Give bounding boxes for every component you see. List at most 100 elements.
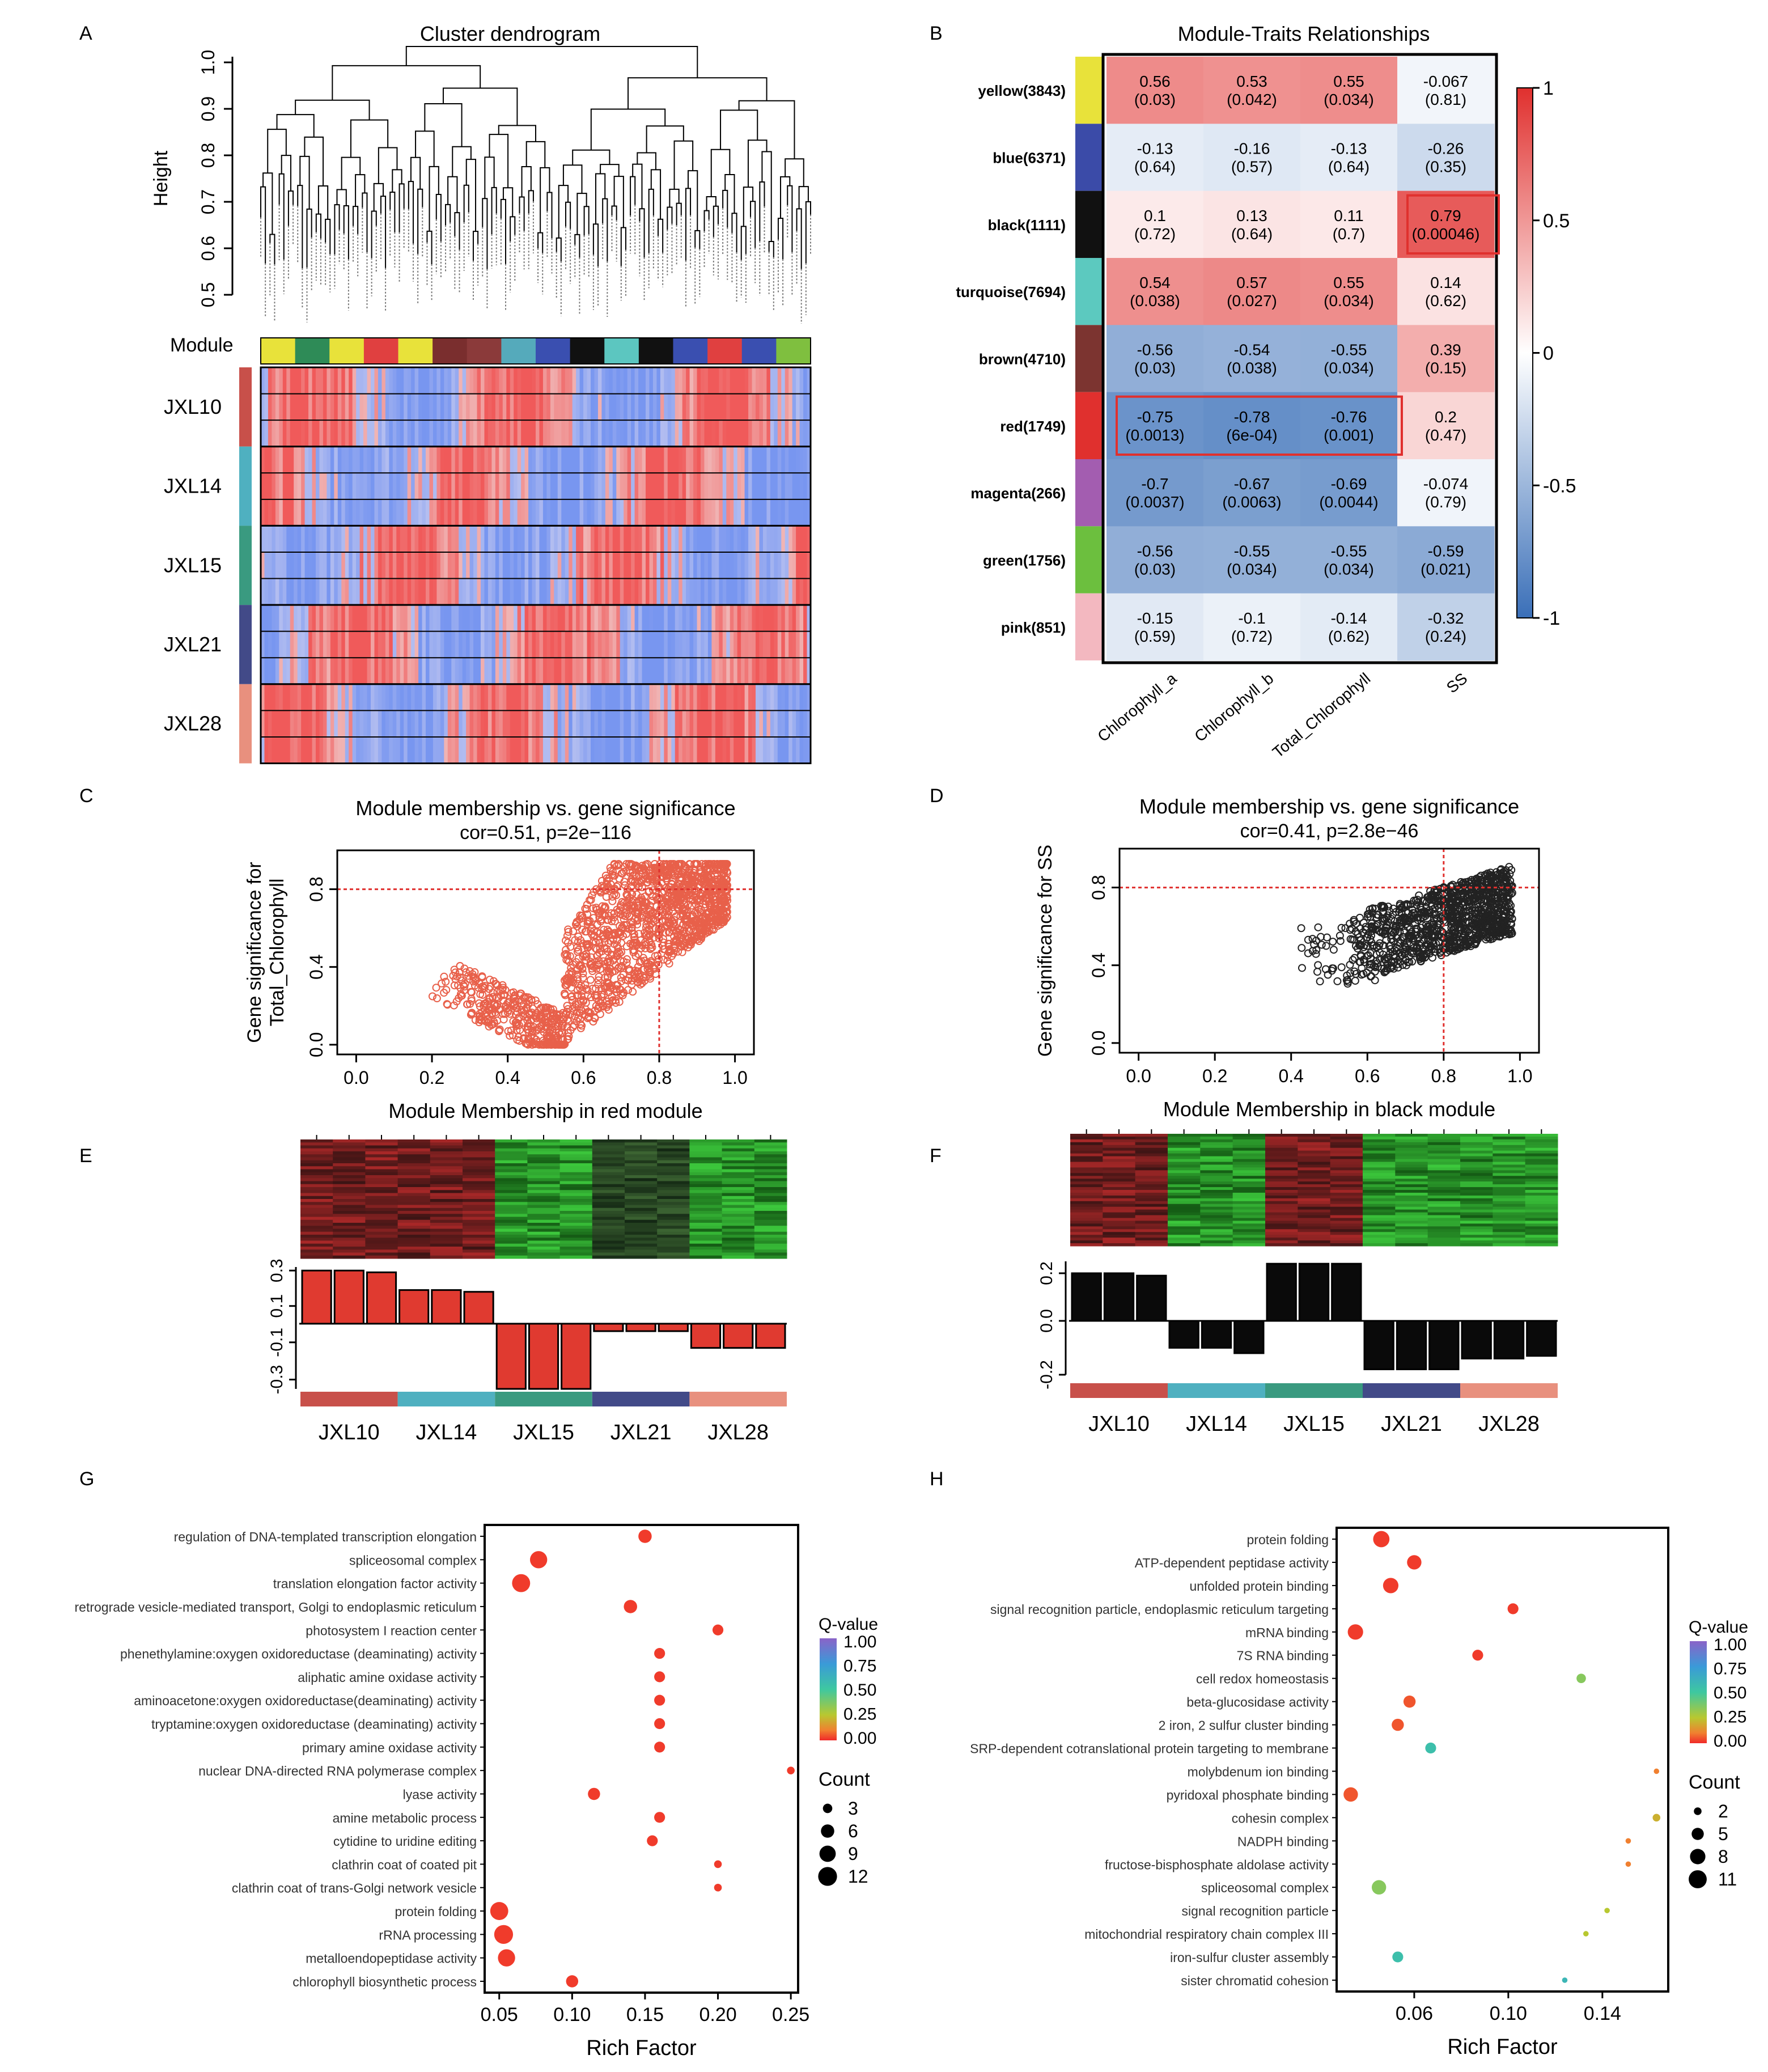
cell-value: -0.56 [1137,341,1173,359]
heatmap-cell [701,393,705,421]
scatter-point [660,945,669,954]
heatmap-cell [389,526,393,552]
heatmap-cell [734,446,738,473]
heatmap-cell [422,446,426,473]
heatmap-cell [297,473,302,499]
heatmap-cell [440,499,444,526]
heatmap-cell [539,710,544,737]
heatmap-cell [679,526,683,552]
heatmap-cell [411,420,415,447]
heatmap-cell [436,605,441,632]
heatmap-cell [576,420,580,447]
heatmap-cell [799,367,804,394]
scatter-point [440,972,448,981]
cell-pvalue: (0.03) [1134,359,1176,377]
heatmap-cell [707,710,712,737]
heatmap-cell [308,446,313,473]
dendrogram-branch [373,183,384,211]
heatmap-cell [788,658,793,684]
heatmap-cell [807,684,811,711]
heatmap-cell [345,446,349,473]
heatmap-cell [539,367,544,394]
heatmap-cell [345,631,349,658]
heatmap-cell [770,446,774,473]
heatmap-cell [704,552,709,579]
heatmap-cell [367,526,371,552]
scatter-point [607,867,615,875]
dendrogram-branch [510,216,516,241]
heatmap-cell [774,420,778,447]
heatmap-cell [741,684,745,711]
heatmap-cell [462,710,467,737]
heatmap-cell [301,552,306,579]
dendrogram-branch [325,218,331,255]
heatmap-cell [697,393,701,421]
scatter-point [442,977,450,986]
heatmap-cell [627,710,631,737]
dendrogram-branch [639,208,645,258]
cell-value: -0.67 [1234,475,1270,493]
heatmap-cell [389,499,393,526]
heatmap-cell [664,393,668,421]
heatmap-cell [319,393,324,421]
heatmap-cell [440,658,444,684]
heatmap-cell [693,736,698,764]
heatmap-cell [334,393,338,421]
heatmap-cell [579,710,584,737]
scatter-point [704,860,713,868]
heatmap-cell [796,605,800,632]
heatmap-cell [389,578,393,605]
heatmap-cell [748,499,753,526]
dendrogram-branch [600,164,620,177]
heatmap-cell [649,605,654,632]
heatmap-cell [587,578,591,605]
heatmap-cell [646,526,650,552]
heatmap-cell [576,578,580,605]
heatmap-cell [569,736,573,764]
dendrogram-branch [484,156,495,199]
heatmap-cell [682,710,686,737]
cell-value: -0.067 [1423,73,1468,90]
scatter-point [677,930,685,939]
heatmap-cell [539,446,544,473]
heatmap-cell [286,578,291,605]
heatmap-cell [656,526,661,552]
heatmap-cell [282,446,287,473]
heatmap-cell [392,367,397,394]
heatmap-cell [444,684,448,711]
heatmap-cell [594,473,599,499]
heatmap-cell [286,526,291,552]
scatter-point [589,1018,597,1026]
heatmap-cell [759,658,764,684]
dendrogram-branch [336,189,347,206]
heatmap-cell [799,710,804,737]
heatmap-cell [517,631,522,658]
heatmap-cell [741,499,745,526]
heatmap-cell [693,658,698,684]
heatmap-cell [404,658,408,684]
heatmap-cell [524,605,529,632]
scatter-point [468,970,477,978]
heatmap-cell [290,578,294,605]
heatmap-cell [444,393,448,421]
dendrogram-branch [687,170,698,231]
cell-value: 0.55 [1333,73,1364,90]
heatmap-cell [579,605,584,632]
heatmap-cell [400,420,404,447]
heatmap-cell [473,499,478,526]
heatmap-cell [414,367,419,394]
heatmap-cell [616,710,621,737]
row-label: yellow(3843) [978,82,1066,99]
heatmap-cell [528,367,533,394]
heatmap-cell [294,736,298,764]
heatmap-cell [638,631,643,658]
heatmap-cell [272,420,276,447]
heatmap-cell [261,473,265,499]
heatmap-cell [744,393,749,421]
heatmap-cell [652,446,657,473]
heatmap-cell [693,552,698,579]
heatmap-cell [411,710,415,737]
scatter-point [584,991,592,999]
heatmap-cell [400,499,404,526]
heatmap-cell [652,631,657,658]
